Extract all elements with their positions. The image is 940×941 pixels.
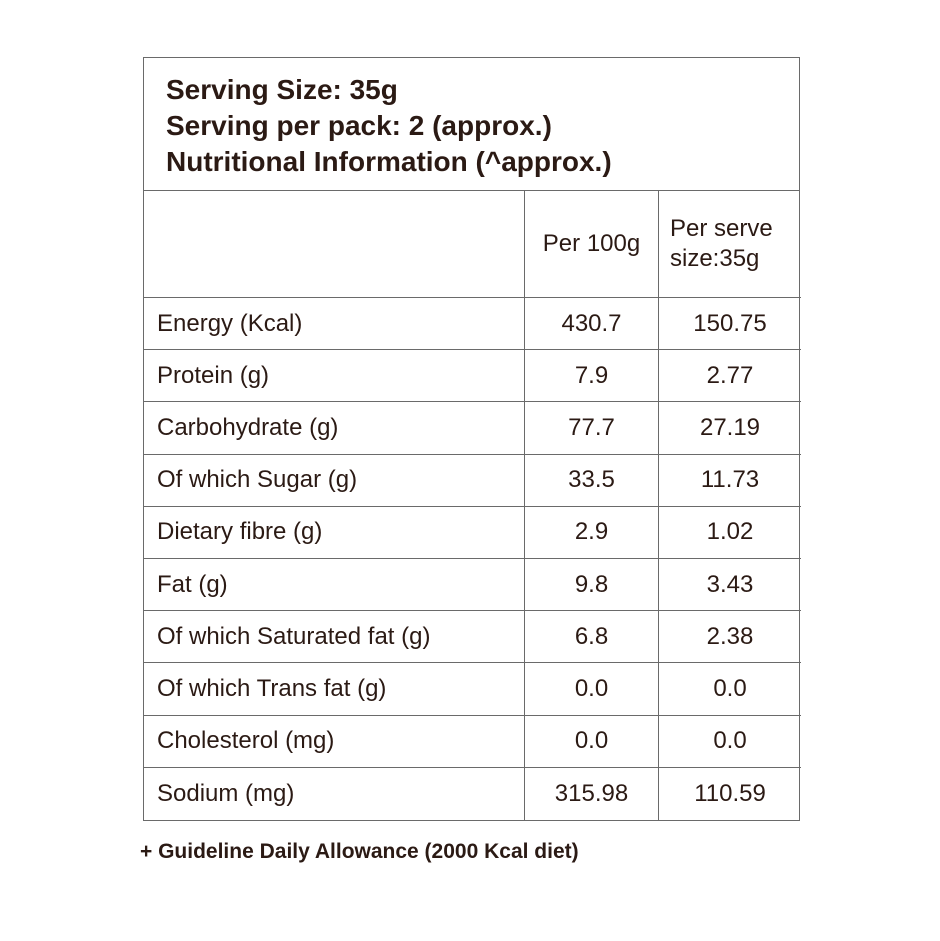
nutrient-label: Carbohydrate (g) xyxy=(144,402,525,455)
column-header: Per serve size:35g xyxy=(659,191,801,298)
value-cell: 1.02 xyxy=(659,507,801,559)
value-cell: 150.75 xyxy=(659,298,801,351)
value-cell: 9.8 xyxy=(525,559,659,612)
value-cell: 11.73 xyxy=(659,455,801,507)
nutrient-label: Of which Sugar (g) xyxy=(144,454,525,507)
value-cell: 2.38 xyxy=(659,611,801,664)
value-cell: 7.9 xyxy=(525,350,659,403)
nutrient-label: Dietary fibre (g) xyxy=(144,506,525,559)
value-cell: 0.0 xyxy=(525,715,659,768)
value-cell: 0.0 xyxy=(659,663,801,716)
serving-per-pack: Serving per pack: 2 (approx.) xyxy=(166,110,552,141)
value-cell: 3.43 xyxy=(659,559,801,612)
footnote: + Guideline Daily Allowance (2000 Kcal d… xyxy=(140,840,579,863)
value-cell: 2.9 xyxy=(525,506,659,559)
nutrient-label: Sodium (mg) xyxy=(144,767,525,820)
value-cell: 430.7 xyxy=(525,298,659,351)
nutrient-label: Of which Saturated fat (g) xyxy=(144,611,525,664)
value-cell: 33.5 xyxy=(525,454,659,507)
value-cell: 27.19 xyxy=(659,402,801,455)
value-cell: 110.59 xyxy=(694,779,766,807)
nutrition-title: Nutritional Information (^approx.) xyxy=(166,146,612,177)
value-cell: 2.77 xyxy=(659,350,801,403)
serving-size: Serving Size: 35g xyxy=(166,74,398,105)
nutrient-label: Fat (g) xyxy=(144,559,525,612)
header: Serving Size: 35g Serving per pack: 2 (a… xyxy=(144,58,799,191)
header-cell xyxy=(144,191,525,298)
nutrient-label: Protein (g) xyxy=(144,350,525,403)
value-cell: 0.0 xyxy=(659,716,801,768)
value-cell: 6.8 xyxy=(525,611,659,664)
column-header: Per 100g xyxy=(525,191,659,298)
nutrient-label: Energy (Kcal) xyxy=(144,298,525,351)
value-cell: 315.98 xyxy=(525,767,659,820)
nutrient-label: Of which Trans fat (g) xyxy=(144,663,525,716)
nutrition-table: Serving Size: 35g Serving per pack: 2 (a… xyxy=(143,57,801,821)
nutrient-label: Cholesterol (mg) xyxy=(144,715,525,768)
value-cell: 77.7 xyxy=(525,402,659,455)
value-cell: 0.0 xyxy=(525,663,659,716)
